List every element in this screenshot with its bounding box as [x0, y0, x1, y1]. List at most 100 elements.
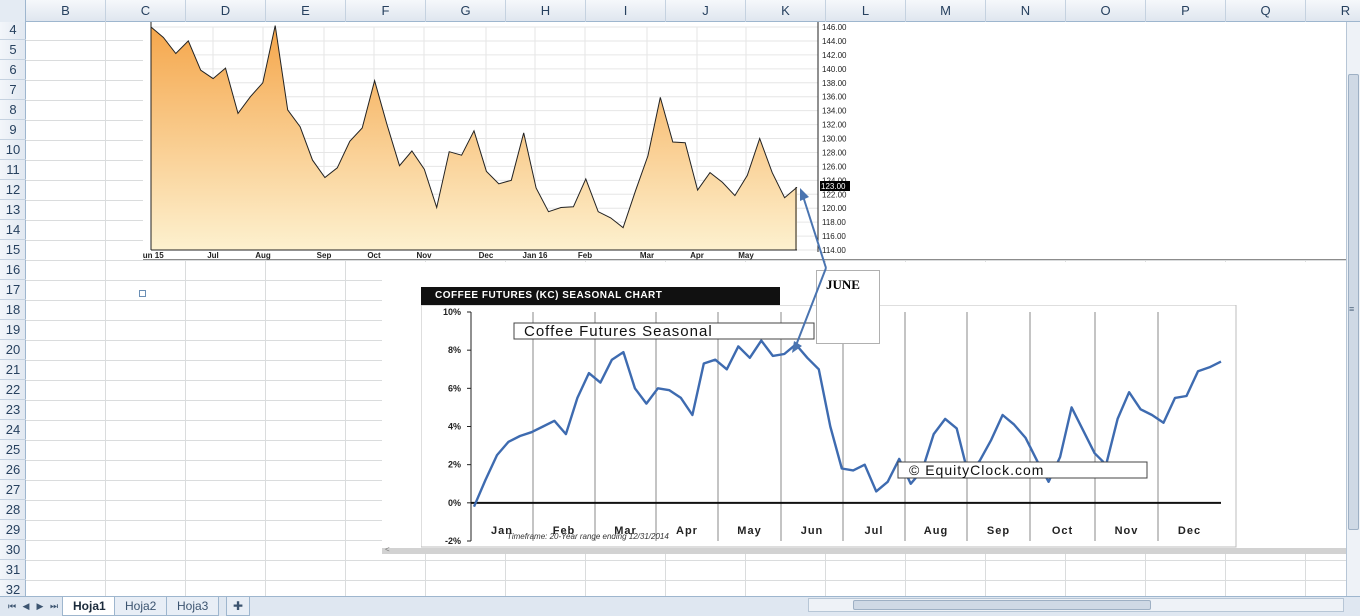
select-all-corner[interactable] [0, 0, 26, 22]
watermark-box [897, 461, 1148, 479]
month-label: Aug [924, 525, 948, 537]
row-header-22[interactable]: 22 [0, 380, 26, 400]
y-tick-label: 142.00 [822, 51, 847, 60]
row-header-bar: 4 5 6 7 8 9 10 11 12 13 14 15 16 17 18 19 20 21 22 23 24 25 26… [0, 20, 26, 600]
row-header-27[interactable]: 27 [0, 480, 26, 500]
column-header-o[interactable]: O [1066, 0, 1146, 22]
column-header-i[interactable]: I [586, 0, 666, 22]
sheet-tab-hoja1[interactable]: Hoja1 [62, 597, 117, 616]
row-header-9[interactable]: 9 [0, 120, 26, 140]
column-header-l[interactable]: L [826, 0, 906, 22]
column-header-m[interactable]: M [906, 0, 986, 22]
row-header-16[interactable]: 16 [0, 260, 26, 280]
column-header-q[interactable]: Q [1226, 0, 1306, 22]
month-label: Jul [865, 525, 884, 537]
y-tick-label: 118.00 [822, 218, 846, 227]
price-chart-image[interactable]: 146.00 144.00 142.00 140.00 138.00 136.00 134.… [138, 22, 1346, 260]
next-sheet-icon[interactable]: ▶ [36, 601, 44, 611]
x-tick-label: Mar [640, 251, 654, 260]
current-price-badge: 123.00 [820, 181, 850, 191]
x-tick-label: Feb [578, 251, 592, 260]
seasonal-chart-banner: COFFEE FUTURES (KC) SEASONAL CHART [421, 287, 780, 305]
month-label: Jun [801, 525, 824, 537]
row-header-28[interactable]: 28 [0, 500, 26, 520]
row-header-31[interactable]: 31 [0, 560, 26, 580]
row-header-20[interactable]: 20 [0, 340, 26, 360]
month-label: Sep [987, 525, 1010, 537]
june-label: JUNE [826, 277, 860, 292]
column-header-n[interactable]: N [986, 0, 1066, 22]
row-header-26[interactable]: 26 [0, 460, 26, 480]
y-tick-label: 6% [448, 383, 461, 393]
last-sheet-icon[interactable]: ⏭ [49, 601, 59, 611]
y-tick-label: 0% [448, 498, 461, 508]
x-tick-label: Sep [317, 251, 332, 260]
column-header-r[interactable]: R [1306, 0, 1360, 22]
sheet-tab-hoja2[interactable]: Hoja2 [114, 597, 168, 616]
row-header-6[interactable]: 6 [0, 60, 26, 80]
row-header-18[interactable]: 18 [0, 300, 26, 320]
column-header-e[interactable]: E [266, 0, 346, 22]
month-label: Dec [1178, 525, 1201, 537]
june-annotation-box[interactable]: JUNE [816, 270, 880, 344]
row-header-10[interactable]: 10 [0, 140, 26, 160]
row-header-8[interactable]: 8 [0, 100, 26, 120]
column-header-j[interactable]: J [666, 0, 746, 22]
column-header-p[interactable]: P [1146, 0, 1226, 22]
vertical-scrollbar[interactable]: ≡ [1346, 22, 1360, 596]
row-header-30[interactable]: 30 [0, 540, 26, 560]
row-header-15[interactable]: 15 [0, 240, 26, 260]
y-tick-label: 140.00 [822, 65, 847, 74]
seasonal-line-chart: 10% 8% 6% 4% 2% 0% -2% Jan Feb Mar Apr May Jun Jul Aug… [421, 305, 1237, 548]
column-header-k[interactable]: K [746, 0, 826, 22]
price-area [151, 25, 797, 250]
row-header-29[interactable]: 29 [0, 520, 26, 540]
row-header-13[interactable]: 13 [0, 200, 26, 220]
sheet-tab-hoja3[interactable]: Hoja3 [166, 597, 220, 616]
y-tick-label: 130.00 [822, 135, 847, 144]
row-header-7[interactable]: 7 [0, 80, 26, 100]
row-header-21[interactable]: 21 [0, 360, 26, 380]
month-label: May [737, 525, 761, 537]
column-header-b[interactable]: B [26, 0, 106, 22]
x-tick-label: Jul [207, 251, 219, 260]
y-tick-label: 122.00 [822, 190, 847, 199]
y-tick-label: 120.00 [822, 204, 847, 213]
column-header-f[interactable]: F [346, 0, 426, 22]
row-header-4[interactable]: 4 [0, 20, 26, 40]
x-tick-label: Dec [479, 251, 494, 260]
row-header-24[interactable]: 24 [0, 420, 26, 440]
row-header-17[interactable]: 17 [0, 280, 26, 300]
selection-handle[interactable] [139, 290, 146, 297]
row-header-14[interactable]: 14 [0, 220, 26, 240]
y-tick-label: 124.00 [822, 176, 847, 185]
equityclock-watermark: © EquityClock.com [909, 462, 1044, 478]
row-header-19[interactable]: 19 [0, 320, 26, 340]
timeframe-footnote: Timeframe: 20-Year range ending 12/31/20… [507, 532, 669, 541]
column-header-d[interactable]: D [186, 0, 266, 22]
insert-sheet-icon[interactable]: ✚ [226, 597, 251, 616]
y-tick-label: -2% [445, 536, 461, 546]
x-tick-label: Aug [255, 251, 271, 260]
x-tick-label: Apr [690, 251, 704, 260]
month-label: Mar [614, 525, 637, 537]
y-tick-label: 132.00 [822, 121, 847, 130]
row-header-5[interactable]: 5 [0, 40, 26, 60]
column-header-c[interactable]: C [106, 0, 186, 22]
prev-sheet-icon[interactable]: ◀ [22, 601, 30, 611]
horizontal-scroll-thumb[interactable] [853, 600, 1151, 610]
column-header-h[interactable]: H [506, 0, 586, 22]
seasonal-line [472, 339, 1222, 508]
horizontal-scrollbar[interactable] [808, 598, 1344, 612]
row-header-23[interactable]: 23 [0, 400, 26, 420]
vertical-scroll-thumb[interactable] [1348, 74, 1359, 530]
row-header-11[interactable]: 11 [0, 160, 26, 180]
row-header-25[interactable]: 25 [0, 440, 26, 460]
column-header-g[interactable]: G [426, 0, 506, 22]
row-header-12[interactable]: 12 [0, 180, 26, 200]
price-line [150, 25, 798, 229]
y-tick-label: 136.00 [822, 93, 847, 102]
first-sheet-icon[interactable]: ⏮ [7, 601, 17, 611]
